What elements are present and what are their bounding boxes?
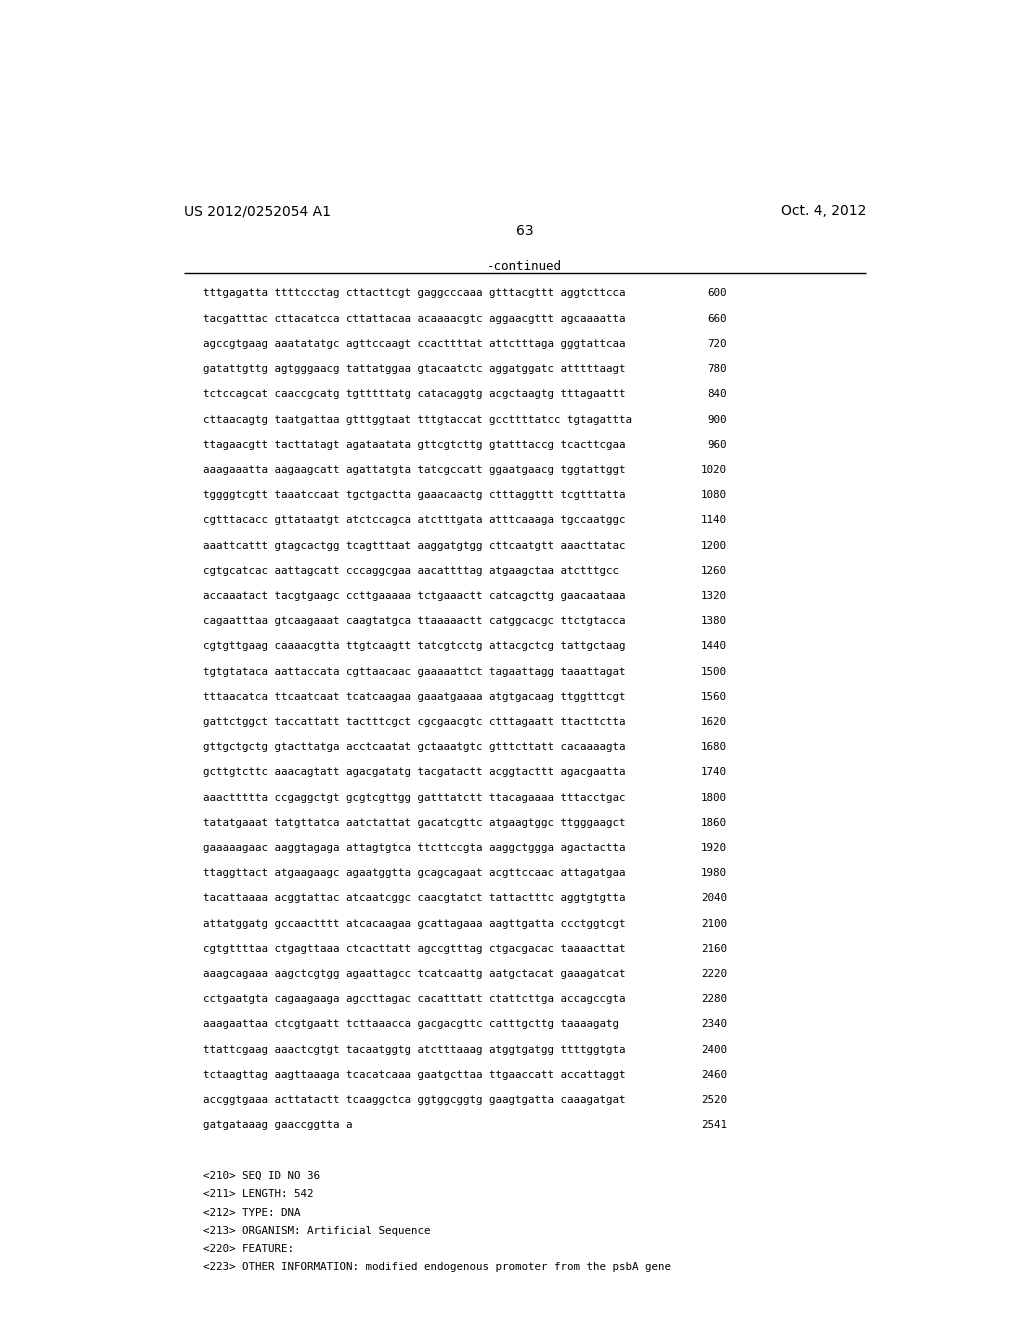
Text: 1980: 1980 [701, 869, 727, 878]
Text: 1740: 1740 [701, 767, 727, 777]
Text: 2220: 2220 [701, 969, 727, 979]
Text: <211> LENGTH: 542: <211> LENGTH: 542 [204, 1189, 314, 1200]
Text: 1200: 1200 [701, 541, 727, 550]
Text: 2280: 2280 [701, 994, 727, 1005]
Text: 1020: 1020 [701, 465, 727, 475]
Text: tgtgtataca aattaccata cgttaacaac gaaaaattct tagaattagg taaattagat: tgtgtataca aattaccata cgttaacaac gaaaaat… [204, 667, 626, 677]
Text: gttgctgctg gtacttatga acctcaatat gctaaatgtc gtttcttatt cacaaaagta: gttgctgctg gtacttatga acctcaatat gctaaat… [204, 742, 626, 752]
Text: gcttgtcttc aaacagtatt agacgatatg tacgatactt acggtacttt agacgaatta: gcttgtcttc aaacagtatt agacgatatg tacgata… [204, 767, 626, 777]
Text: 720: 720 [708, 339, 727, 348]
Text: 2340: 2340 [701, 1019, 727, 1030]
Text: 1500: 1500 [701, 667, 727, 677]
Text: 2460: 2460 [701, 1071, 727, 1080]
Text: 900: 900 [708, 414, 727, 425]
Text: 1320: 1320 [701, 591, 727, 601]
Text: cctgaatgta cagaagaaga agccttagac cacatttatt ctattcttga accagccgta: cctgaatgta cagaagaaga agccttagac cacattt… [204, 994, 626, 1005]
Text: Oct. 4, 2012: Oct. 4, 2012 [780, 205, 866, 218]
Text: 1080: 1080 [701, 490, 727, 500]
Text: 660: 660 [708, 314, 727, 323]
Text: tttgagatta ttttccctag cttacttcgt gaggcccaaa gtttacgttt aggtcttcca: tttgagatta ttttccctag cttacttcgt gaggccc… [204, 289, 626, 298]
Text: ttaggttact atgaagaagc agaatggtta gcagcagaat acgttccaac attagatgaa: ttaggttact atgaagaagc agaatggtta gcagcag… [204, 869, 626, 878]
Text: aaagaaatta aagaagcatt agattatgta tatcgccatt ggaatgaacg tggtattggt: aaagaaatta aagaagcatt agattatgta tatcgcc… [204, 465, 626, 475]
Text: 2160: 2160 [701, 944, 727, 954]
Text: tacattaaaa acggtattac atcaatcggc caacgtatct tattactttc aggtgtgtta: tacattaaaa acggtattac atcaatcggc caacgta… [204, 894, 626, 903]
Text: 2541: 2541 [701, 1121, 727, 1130]
Text: 2100: 2100 [701, 919, 727, 929]
Text: ttattcgaag aaactcgtgt tacaatggtg atctttaaag atggtgatgg ttttggtgta: ttattcgaag aaactcgtgt tacaatggtg atcttta… [204, 1044, 626, 1055]
Text: 1800: 1800 [701, 792, 727, 803]
Text: 2400: 2400 [701, 1044, 727, 1055]
Text: gattctggct taccattatt tactttcgct cgcgaacgtc ctttagaatt ttacttctta: gattctggct taccattatt tactttcgct cgcgaac… [204, 717, 626, 727]
Text: 63: 63 [516, 224, 534, 239]
Text: cgtgcatcac aattagcatt cccaggcgaa aacattttag atgaagctaa atctttgcc: cgtgcatcac aattagcatt cccaggcgaa aacattt… [204, 566, 620, 576]
Text: accggtgaaa acttatactt tcaaggctca ggtggcggtg gaagtgatta caaagatgat: accggtgaaa acttatactt tcaaggctca ggtggcg… [204, 1096, 626, 1105]
Text: aaagaattaa ctcgtgaatt tcttaaacca gacgacgttc catttgcttg taaaagatg: aaagaattaa ctcgtgaatt tcttaaacca gacgacg… [204, 1019, 620, 1030]
Text: cgtgttttaa ctgagttaaa ctcacttatt agccgtttag ctgacgacac taaaacttat: cgtgttttaa ctgagttaaa ctcacttatt agccgtt… [204, 944, 626, 954]
Text: 960: 960 [708, 440, 727, 450]
Text: 1620: 1620 [701, 717, 727, 727]
Text: <220> FEATURE:: <220> FEATURE: [204, 1245, 294, 1254]
Text: cgtgttgaag caaaacgtta ttgtcaagtt tatcgtcctg attacgctcg tattgctaag: cgtgttgaag caaaacgtta ttgtcaagtt tatcgtc… [204, 642, 626, 651]
Text: 1140: 1140 [701, 515, 727, 525]
Text: aaagcagaaa aagctcgtgg agaattagcc tcatcaattg aatgctacat gaaagatcat: aaagcagaaa aagctcgtgg agaattagcc tcatcaa… [204, 969, 626, 979]
Text: 2040: 2040 [701, 894, 727, 903]
Text: 1860: 1860 [701, 818, 727, 828]
Text: gaaaaagaac aaggtagaga attagtgtca ttcttccgta aaggctggga agactactta: gaaaaagaac aaggtagaga attagtgtca ttcttcc… [204, 843, 626, 853]
Text: gatgataaag gaaccggtta a: gatgataaag gaaccggtta a [204, 1121, 353, 1130]
Text: gatattgttg agtgggaacg tattatggaa gtacaatctc aggatggatc atttttaagt: gatattgttg agtgggaacg tattatggaa gtacaat… [204, 364, 626, 374]
Text: <212> TYPE: DNA: <212> TYPE: DNA [204, 1208, 301, 1217]
Text: tacgatttac cttacatcca cttattacaa acaaaacgtc aggaacgttt agcaaaatta: tacgatttac cttacatcca cttattacaa acaaaac… [204, 314, 626, 323]
Text: -continued: -continued [487, 260, 562, 273]
Text: <210> SEQ ID NO 36: <210> SEQ ID NO 36 [204, 1171, 321, 1181]
Text: 1260: 1260 [701, 566, 727, 576]
Text: 780: 780 [708, 364, 727, 374]
Text: <213> ORGANISM: Artificial Sequence: <213> ORGANISM: Artificial Sequence [204, 1226, 431, 1236]
Text: attatggatg gccaactttt atcacaagaa gcattagaaa aagttgatta ccctggtcgt: attatggatg gccaactttt atcacaagaa gcattag… [204, 919, 626, 929]
Text: tttaacatca ttcaatcaat tcatcaagaa gaaatgaaaa atgtgacaag ttggtttcgt: tttaacatca ttcaatcaat tcatcaagaa gaaatga… [204, 692, 626, 702]
Text: agccgtgaag aaatatatgc agttccaagt ccacttttat attctttaga gggtattcaa: agccgtgaag aaatatatgc agttccaagt ccacttt… [204, 339, 626, 348]
Text: cagaatttaa gtcaagaaat caagtatgca ttaaaaactt catggcacgc ttctgtacca: cagaatttaa gtcaagaaat caagtatgca ttaaaaa… [204, 616, 626, 626]
Text: tatatgaaat tatgttatca aatctattat gacatcgttc atgaagtggc ttgggaagct: tatatgaaat tatgttatca aatctattat gacatcg… [204, 818, 626, 828]
Text: tctaagttag aagttaaaga tcacatcaaa gaatgcttaa ttgaaccatt accattaggt: tctaagttag aagttaaaga tcacatcaaa gaatgct… [204, 1071, 626, 1080]
Text: US 2012/0252054 A1: US 2012/0252054 A1 [183, 205, 331, 218]
Text: tggggtcgtt taaatccaat tgctgactta gaaacaactg ctttaggttt tcgtttatta: tggggtcgtt taaatccaat tgctgactta gaaacaa… [204, 490, 626, 500]
Text: ttagaacgtt tacttatagt agataatata gttcgtcttg gtatttaccg tcacttcgaa: ttagaacgtt tacttatagt agataatata gttcgtc… [204, 440, 626, 450]
Text: 600: 600 [708, 289, 727, 298]
Text: 1920: 1920 [701, 843, 727, 853]
Text: 840: 840 [708, 389, 727, 400]
Text: cgtttacacc gttataatgt atctccagca atctttgata atttcaaaga tgccaatggc: cgtttacacc gttataatgt atctccagca atctttg… [204, 515, 626, 525]
Text: accaaatact tacgtgaagc ccttgaaaaa tctgaaactt catcagcttg gaacaataaa: accaaatact tacgtgaagc ccttgaaaaa tctgaaa… [204, 591, 626, 601]
Text: 2520: 2520 [701, 1096, 727, 1105]
Text: 1440: 1440 [701, 642, 727, 651]
Text: tctccagcat caaccgcatg tgtttttatg catacaggtg acgctaagtg tttagaattt: tctccagcat caaccgcatg tgtttttatg catacag… [204, 389, 626, 400]
Text: 1560: 1560 [701, 692, 727, 702]
Text: 1380: 1380 [701, 616, 727, 626]
Text: aaacttttta ccgaggctgt gcgtcgttgg gatttatctt ttacagaaaa tttacctgac: aaacttttta ccgaggctgt gcgtcgttgg gatttat… [204, 792, 626, 803]
Text: <223> OTHER INFORMATION: modified endogenous promoter from the psbA gene: <223> OTHER INFORMATION: modified endoge… [204, 1262, 672, 1272]
Text: 1680: 1680 [701, 742, 727, 752]
Text: aaattcattt gtagcactgg tcagtttaat aaggatgtgg cttcaatgtt aaacttatac: aaattcattt gtagcactgg tcagtttaat aaggatg… [204, 541, 626, 550]
Text: cttaacagtg taatgattaa gtttggtaat tttgtaccat gccttttatcc tgtagattta: cttaacagtg taatgattaa gtttggtaat tttgtac… [204, 414, 633, 425]
